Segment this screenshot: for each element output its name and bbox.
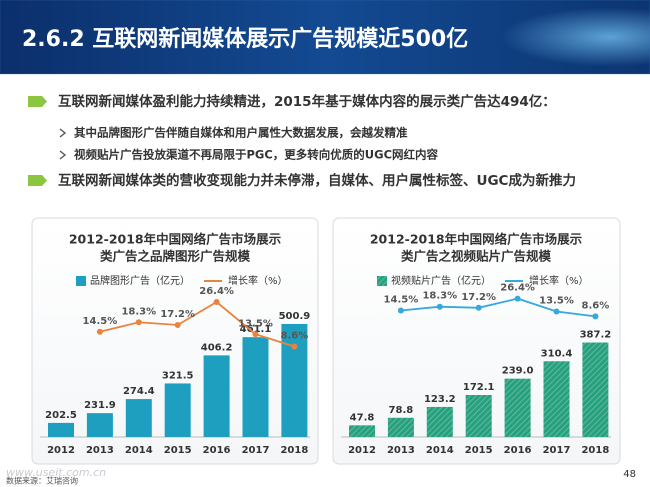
source: 数据来源：艾瑞咨询 <box>6 476 78 486</box>
legend-swatch <box>76 276 86 286</box>
x-tick-label: 2016 <box>504 445 532 456</box>
page-number: 48 <box>623 469 636 480</box>
data-label: 321.5 <box>162 370 194 381</box>
line-point <box>475 304 482 311</box>
x-tick-label: 2013 <box>86 445 114 456</box>
chart-title: 2012-2018年中国网络广告市场展示 <box>69 232 282 247</box>
line-point <box>96 328 103 335</box>
legend-label: 品牌图形广告（亿元） <box>90 274 190 287</box>
x-tick-label: 2017 <box>543 445 571 456</box>
data-label: 500.9 <box>279 311 311 322</box>
data-label: 17.2% <box>160 309 195 320</box>
bullet-tag <box>28 175 47 186</box>
chart-title: 2012-2018年中国网络广告市场展示 <box>370 232 583 247</box>
bar <box>281 323 308 437</box>
data-label: 172.1 <box>463 382 495 393</box>
line-point <box>213 299 220 305</box>
bullet-text: 互联网新闻媒体类的营收变现能力并未停滞，自媒体、用户属性标签、UGC成为新推力 <box>58 172 576 189</box>
line-point <box>553 308 560 315</box>
line <box>99 300 295 348</box>
bar <box>86 413 113 437</box>
header-frame <box>0 0 650 75</box>
x-tick-label: 2014 <box>426 445 454 456</box>
slide-title: 2.6.2 互联网新闻媒体展示广告规模近500亿 <box>22 26 468 52</box>
sub-bullet-text: 视频贴片广告投放渠道不再局限于PGC，更多转向优质的UGC网红内容 <box>74 148 439 162</box>
sub-bullet-text: 其中品牌图形广告伴随自媒体和用户属性大数据发展，会越发精准 <box>74 126 408 140</box>
data-label: 17.2% <box>461 292 496 303</box>
legend-label: 增长率（%） <box>529 274 589 287</box>
x-tick-label: 2015 <box>465 445 493 456</box>
x-tick-label: 2014 <box>125 445 153 456</box>
bar-hatch <box>349 425 375 437</box>
data-label: 13.5% <box>539 296 574 307</box>
data-label: 18.3% <box>422 291 457 302</box>
x-tick-label: 2012 <box>348 445 376 456</box>
data-label: 239.0 <box>502 366 534 377</box>
data-label: 47.8 <box>350 412 375 423</box>
bar-hatch <box>582 342 609 437</box>
data-label: 231.9 <box>84 400 116 411</box>
data-label: 8.6% <box>582 300 610 311</box>
data-label: 461.1 <box>240 324 272 335</box>
x-tick-label: 2013 <box>387 445 415 456</box>
data-label: 8.6% <box>281 331 309 342</box>
data-label: 78.8 <box>389 405 414 416</box>
header-glow <box>380 0 650 74</box>
bar <box>203 355 230 437</box>
sub-bullet-marker <box>59 128 67 138</box>
line-point <box>397 307 404 314</box>
x-tick-label: 2018 <box>581 445 609 456</box>
data-label: 202.5 <box>45 410 77 421</box>
data-label: 26.4% <box>500 283 535 294</box>
data-label: 274.4 <box>123 386 155 397</box>
line-point <box>514 295 521 302</box>
data-label: 310.4 <box>541 348 573 359</box>
x-tick-label: 2012 <box>47 445 75 456</box>
data-label: 26.4% <box>199 286 234 297</box>
bar-hatch <box>465 395 492 437</box>
bullet-tag <box>28 96 47 107</box>
line-point <box>291 343 298 350</box>
bar <box>164 383 191 437</box>
line-point <box>174 322 181 328</box>
line-point <box>436 303 443 310</box>
line-point <box>135 319 142 326</box>
legend-label: 增长率（%） <box>228 274 288 287</box>
line-point <box>252 331 259 338</box>
bar <box>125 399 152 437</box>
data-label: 14.5% <box>83 316 118 327</box>
data-label: 387.2 <box>580 330 612 341</box>
x-tick-label: 2018 <box>280 445 308 456</box>
x-tick-label: 2015 <box>164 445 192 456</box>
bullet-text: 互联网新闻媒体盈利能力持续精进，2015年基于媒体内容的展示类广告达494亿： <box>58 93 556 110</box>
bar <box>242 337 269 437</box>
x-tick-label: 2016 <box>203 445 231 456</box>
bar-hatch <box>426 406 453 437</box>
bar-hatch <box>387 417 414 437</box>
line <box>400 297 596 318</box>
bar-hatch <box>504 378 531 437</box>
data-label: 406.2 <box>201 342 233 353</box>
legend-hatch <box>377 276 387 286</box>
legend-label: 视频贴片广告（亿元） <box>391 274 491 287</box>
x-tick-label: 2017 <box>242 445 270 456</box>
data-label: 14.5% <box>384 295 419 306</box>
bar-hatch <box>543 361 570 437</box>
data-label: 13.5% <box>238 318 273 329</box>
watermark: www.useit.com.cn <box>6 466 106 479</box>
bar <box>48 422 74 437</box>
data-label: 123.2 <box>424 394 456 405</box>
sub-bullet-marker <box>59 150 67 160</box>
chart-title: 类广告之视频贴片广告规模 <box>401 249 552 264</box>
line-point <box>592 313 599 320</box>
chart-title: 类广告之品牌图形广告规模 <box>100 249 251 264</box>
data-label: 18.3% <box>121 306 156 317</box>
